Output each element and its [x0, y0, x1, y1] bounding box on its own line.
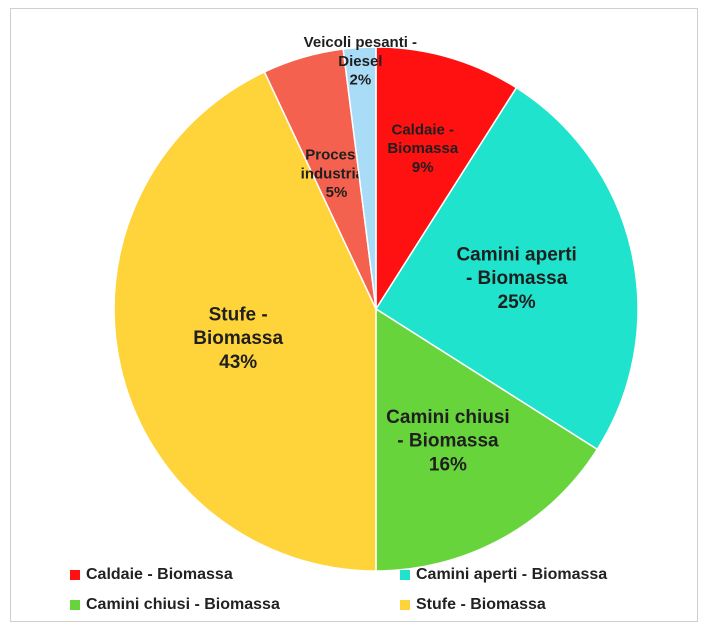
slice-label-2-line-1: - Biomassa	[397, 431, 499, 452]
slice-label-4-line-0: Processi	[305, 147, 368, 164]
slice-label-1-line-1: - Biomassa	[466, 268, 568, 289]
slice-label-0: Caldaie - Biomassa 9%	[387, 121, 459, 176]
pie-slice-caldaie-biomassa	[375, 46, 518, 312]
slice-label-1: Camini aperti - Biomassa 25%	[456, 244, 576, 313]
slice-label-3-line-0: Stufe -	[209, 304, 268, 325]
legend-item-caldaie: Caldaie - Biomassa	[70, 562, 233, 588]
slice-label-5-line-2: 2%	[350, 72, 372, 89]
slice-label-0-line-2: 9%	[412, 159, 434, 176]
legend: Caldaie - Biomassa Camini aperti - Bioma…	[70, 562, 670, 622]
legend-swatch-camini-chiusi	[70, 600, 80, 610]
pie-slice-veicoli-pesanti-diesel	[342, 46, 377, 310]
slice-label-4: Processi industriali 5%	[301, 147, 373, 202]
slice-label-4-line-2: 5%	[326, 184, 348, 201]
slice-label-0-line-1: Biomassa	[387, 140, 459, 157]
slice-label-1-line-2: 25%	[498, 292, 536, 313]
pie-slice-camini-aperti-biomassa	[374, 86, 639, 451]
pie-slice-camini-chiusi-biomassa	[375, 307, 599, 572]
slice-label-2: Camini chiusi - Biomassa 16%	[386, 407, 510, 476]
slice-label-3: Stufe - Biomassa 43%	[193, 304, 283, 373]
slice-label-5: Veicoli pesanti - Diesel 2%	[304, 34, 417, 89]
legend-item-camini-chiusi: Camini chiusi - Biomassa	[70, 592, 280, 618]
legend-swatch-stufe	[400, 600, 410, 610]
legend-item-stufe: Stufe - Biomassa	[400, 592, 546, 618]
legend-swatch-caldaie	[70, 570, 80, 580]
slice-label-5-line-0: Veicoli pesanti -	[304, 34, 417, 51]
slice-label-2-line-2: 16%	[429, 454, 467, 475]
legend-item-camini-aperti: Camini aperti - Biomassa	[400, 562, 607, 588]
slice-label-2-line-0: Camini chiusi	[386, 407, 510, 428]
slice-label-0-line-0: Caldaie -	[392, 121, 455, 138]
pie-slice-stufe-biomassa	[113, 70, 377, 572]
slice-label-3-line-1: Biomassa	[193, 328, 283, 349]
slice-label-1-line-0: Camini aperti	[456, 244, 576, 265]
legend-label-camini-aperti: Camini aperti - Biomassa	[416, 566, 608, 583]
slice-label-4-line-1: industriali	[301, 165, 373, 182]
legend-label-stufe: Stufe - Biomassa	[416, 596, 546, 613]
slice-label-3-line-2: 43%	[219, 352, 257, 373]
slice-label-5-line-1: Diesel	[338, 53, 382, 70]
legend-label-caldaie: Caldaie - Biomassa	[86, 566, 233, 583]
legend-swatch-camini-aperti	[400, 570, 410, 580]
legend-label-camini-chiusi: Camini chiusi - Biomassa	[86, 596, 280, 613]
